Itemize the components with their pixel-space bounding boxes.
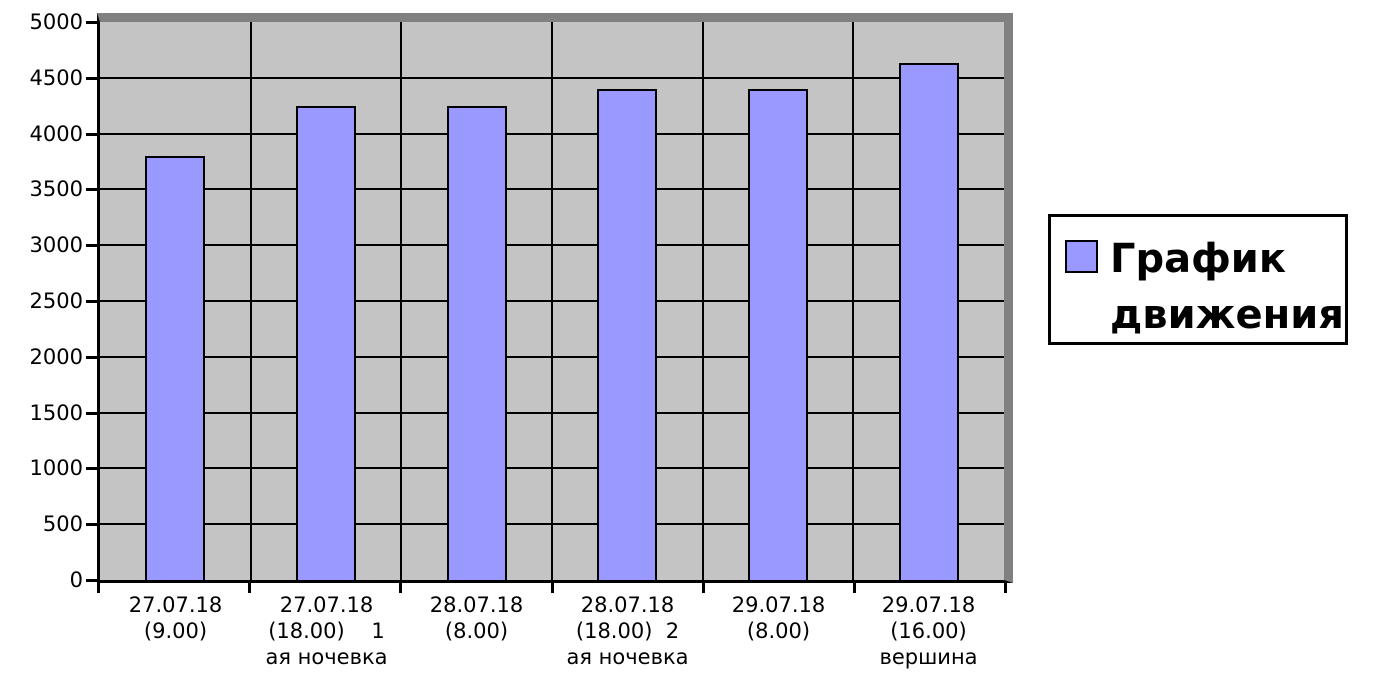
x-tick-mark xyxy=(853,583,856,593)
y-tick-mark xyxy=(86,412,97,415)
bar xyxy=(296,106,356,580)
y-tick-label: 500 xyxy=(42,512,83,536)
y-tick-mark xyxy=(86,356,97,359)
x-category-label: 28.07.18 (18.00) 2 ая ночевка xyxy=(552,592,703,670)
x-tick-mark xyxy=(399,583,402,593)
x-category-label-line: вершина xyxy=(879,645,978,669)
gridline-vertical xyxy=(852,22,854,580)
gridline-vertical xyxy=(702,22,704,580)
gridline-vertical xyxy=(400,22,402,580)
y-tick-mark xyxy=(86,133,97,136)
y-tick-label: 0 xyxy=(69,568,83,592)
x-category-label: 27.07.18 (18.00) 1 ая ночевка xyxy=(251,592,402,670)
x-category-label-line: (16.00) xyxy=(890,619,967,643)
y-tick-label: 5000 xyxy=(29,10,83,34)
x-category-label: 29.07.18 (8.00) xyxy=(703,592,854,644)
y-tick-mark xyxy=(86,579,97,582)
y-tick-mark xyxy=(86,523,97,526)
y-tick-mark xyxy=(86,467,97,470)
x-tick-mark xyxy=(702,583,705,593)
x-category-label-line: 27.07.18 xyxy=(128,593,223,617)
x-tick-mark xyxy=(1004,583,1007,593)
bar xyxy=(748,89,808,580)
gridline-vertical xyxy=(250,22,252,580)
plot-area xyxy=(97,13,1013,583)
x-tick-mark xyxy=(551,583,554,593)
bar xyxy=(145,156,205,580)
y-tick-label: 1500 xyxy=(29,401,83,425)
x-tick-mark xyxy=(248,583,251,593)
y-tick-label: 4500 xyxy=(29,66,83,90)
x-category-label: 27.07.18 (9.00) xyxy=(100,592,251,644)
gridline-vertical xyxy=(551,22,553,580)
x-category-label-line: (9.00) xyxy=(143,619,208,643)
x-category-label-line: (8.00) xyxy=(746,619,811,643)
x-category-label-line: 28.07.18 xyxy=(580,593,675,617)
x-category-label-line: 28.07.18 xyxy=(429,593,524,617)
legend-swatch xyxy=(1065,240,1098,273)
x-category-label-line: 29.07.18 xyxy=(731,593,826,617)
x-category-label-line: (18.00) 2 xyxy=(575,619,680,643)
x-category-label-line: ая ночевка xyxy=(566,645,689,669)
y-tick-label: 2500 xyxy=(29,289,83,313)
y-tick-mark xyxy=(86,244,97,247)
y-tick-mark xyxy=(86,21,97,24)
legend: График движения xyxy=(1048,214,1348,345)
x-category-label-line: 29.07.18 xyxy=(881,593,976,617)
x-category-label: 28.07.18 (8.00) xyxy=(401,592,552,644)
y-tick-label: 3500 xyxy=(29,177,83,201)
y-tick-label: 3000 xyxy=(29,233,83,257)
x-category-label-line: 27.07.18 xyxy=(279,593,374,617)
y-tick-label: 2000 xyxy=(29,345,83,369)
bar xyxy=(597,89,657,580)
y-tick-label: 1000 xyxy=(29,456,83,480)
bar xyxy=(899,63,959,580)
bar xyxy=(447,106,507,580)
x-category-label: 29.07.18 (16.00) вершина xyxy=(853,592,1004,670)
y-tick-label: 4000 xyxy=(29,122,83,146)
y-tick-mark xyxy=(86,188,97,191)
legend-series-label: График движения xyxy=(1110,236,1344,338)
x-category-label-line: ая ночевка xyxy=(265,645,388,669)
x-category-label-line: (18.00) 1 xyxy=(268,619,385,643)
y-tick-mark xyxy=(86,300,97,303)
y-tick-mark xyxy=(86,77,97,80)
x-tick-mark xyxy=(97,583,100,593)
x-category-label-line: (8.00) xyxy=(444,619,509,643)
